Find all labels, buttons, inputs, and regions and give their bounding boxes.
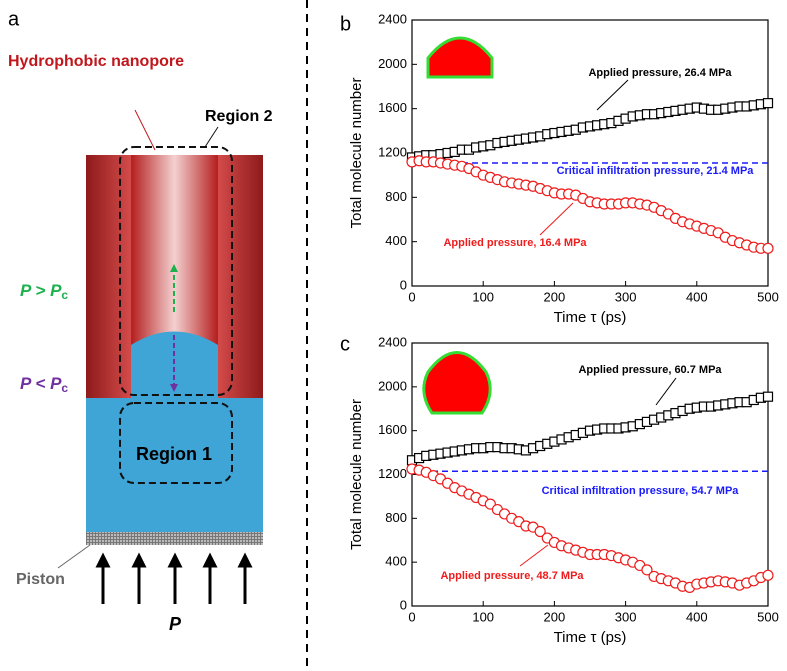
pore-leader	[134, 109, 156, 151]
y-tick-label: 1200	[378, 466, 407, 481]
piston	[86, 532, 263, 545]
p-below-text: P < P	[20, 374, 62, 393]
panel-label: c	[340, 333, 350, 355]
x-tick-label: 0	[408, 609, 415, 624]
water-reservoir	[86, 398, 263, 532]
p-above-sub: c	[61, 288, 68, 302]
x-tick-label: 400	[686, 609, 708, 624]
series-label: Applied pressure, 60.7 MPa	[578, 364, 722, 376]
x-tick-label: 100	[472, 289, 494, 304]
x-tick-label: 200	[544, 289, 566, 304]
y-tick-label: 2000	[378, 378, 407, 393]
x-tick-label: 100	[472, 609, 494, 624]
panel-a: a Hydrophobic nanopore Region 2 Region 1…	[8, 8, 273, 633]
y-axis-label: Total molecule number	[348, 399, 365, 550]
data-point	[762, 391, 774, 402]
series-leader	[655, 377, 677, 406]
data-point	[534, 525, 546, 538]
data-point	[641, 564, 653, 576]
y-tick-label: 400	[385, 233, 407, 248]
y-tick-label: 1600	[378, 100, 407, 115]
chart: b 0 400 800 1200 1600 2000 2400 0 100 200 300 400 500…	[340, 11, 779, 326]
region-1-box	[119, 402, 233, 484]
pressure-arrows	[95, 552, 253, 604]
water-meniscus	[131, 331, 218, 398]
data-point	[762, 569, 774, 581]
panel-label: b	[340, 13, 351, 35]
y-tick-label: 400	[385, 554, 407, 569]
region-2-box	[119, 146, 233, 396]
reference-label: Critical infiltration pressure, 21.4 MPa	[557, 165, 755, 177]
y-tick-label: 2400	[378, 334, 407, 349]
x-tick-label: 0	[408, 289, 415, 304]
piston-label: Piston	[16, 571, 65, 588]
pore-label-line: Hydrophobic nanopore	[8, 53, 184, 70]
region-2-leader	[204, 126, 219, 148]
piston-leader	[57, 544, 91, 569]
panel-label: a	[8, 8, 20, 30]
chart: c 0 400 800 1200 1600 2000 2400 0 100 200 300 400 500…	[340, 333, 779, 646]
x-axis-label: Time τ (ps)	[554, 629, 627, 646]
data-point	[762, 242, 774, 254]
series-label: Applied pressure, 26.4 MPa	[588, 67, 732, 79]
series-label: Applied pressure, 16.4 MPa	[443, 237, 587, 249]
p-above-text: P > P	[20, 281, 62, 300]
y-tick-label: 1600	[378, 422, 407, 437]
series-leader	[519, 544, 549, 567]
reference-label: Critical infiltration pressure, 54.7 MPa	[542, 485, 740, 497]
x-tick-label: 200	[544, 609, 566, 624]
p-below: P < Pc	[20, 374, 68, 395]
series-leader	[596, 79, 629, 111]
series-label: Applied pressure, 48.7 MPa	[440, 570, 584, 582]
inset-droplet	[426, 36, 494, 79]
x-tick-label: 500	[757, 609, 779, 624]
pressure-label: P	[169, 614, 182, 634]
data-point	[762, 98, 774, 109]
x-tick-label: 400	[686, 289, 708, 304]
y-axis-label: Total molecule number	[348, 78, 365, 229]
inset-droplet	[422, 351, 492, 415]
region-1-label: Region 1	[136, 444, 212, 464]
y-tick-label: 2400	[378, 11, 407, 26]
x-axis-label: Time τ (ps)	[554, 309, 627, 326]
y-tick-label: 800	[385, 510, 407, 525]
pore-label: Hydrophobic nanopore	[8, 53, 184, 70]
y-tick-label: 1200	[378, 144, 407, 159]
x-tick-label: 300	[615, 289, 637, 304]
x-tick-label: 500	[757, 289, 779, 304]
p-above: P > Pc	[20, 281, 68, 302]
region-2-label: Region 2	[205, 108, 273, 125]
y-tick-label: 0	[400, 277, 407, 292]
y-tick-label: 800	[385, 189, 407, 204]
y-tick-label: 0	[400, 597, 407, 612]
series-leader	[539, 202, 574, 236]
x-tick-label: 300	[615, 609, 637, 624]
p-below-sub: c	[61, 381, 68, 395]
y-tick-label: 2000	[378, 56, 407, 71]
